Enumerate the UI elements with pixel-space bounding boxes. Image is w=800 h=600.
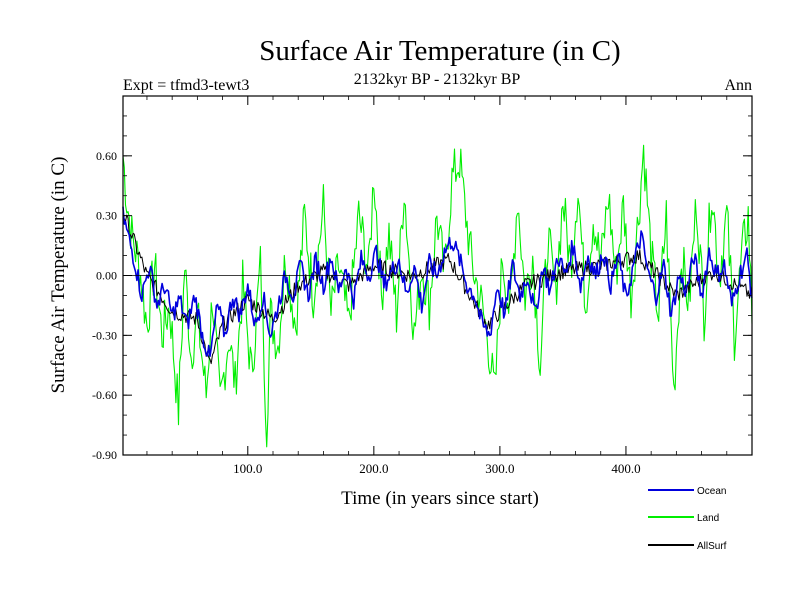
y-tick-label: -0.90 bbox=[92, 448, 117, 462]
x-tick-label: 300.0 bbox=[485, 461, 514, 476]
legend-label-land: Land bbox=[697, 513, 719, 524]
chart-title: Surface Air Temperature (in C) bbox=[259, 35, 620, 67]
series-line-ocean bbox=[122, 206, 753, 358]
x-tick-label: 400.0 bbox=[611, 461, 640, 476]
y-tick-label: 0.00 bbox=[96, 269, 117, 283]
y-axis-label: Surface Air Temperature (in C) bbox=[48, 157, 69, 394]
legend-label-allsurf: AllSurf bbox=[697, 541, 727, 552]
y-tick-label: -0.30 bbox=[92, 328, 117, 342]
experiment-label: Expt = tfmd3-tewt3 bbox=[123, 77, 249, 94]
y-tick-label: 0.30 bbox=[96, 209, 117, 223]
legend-label-ocean: Ocean bbox=[697, 486, 726, 497]
series-line-land bbox=[122, 144, 753, 448]
legend: Ocean Land AllSurf bbox=[648, 486, 727, 552]
plot-area bbox=[122, 144, 753, 448]
y-tick-label: 0.60 bbox=[96, 149, 117, 163]
y-tick-label: -0.60 bbox=[92, 388, 117, 402]
x-tick-label: 200.0 bbox=[359, 461, 388, 476]
period-label: 2132kyr BP - 2132kyr BP bbox=[354, 71, 521, 88]
axis-ticks: -0.90 -0.60 -0.30 0.00 0.30 0.60 100.0 200.0 300… bbox=[92, 95, 752, 476]
x-axis-label: Time (in years since start) bbox=[341, 488, 539, 509]
x-tick-label: 100.0 bbox=[233, 461, 262, 476]
season-label: Ann bbox=[724, 77, 752, 94]
